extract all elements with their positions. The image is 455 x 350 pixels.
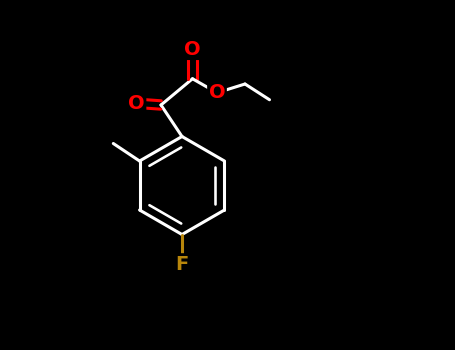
Text: O: O	[209, 83, 225, 102]
Text: O: O	[184, 40, 201, 58]
Text: O: O	[128, 94, 145, 113]
Text: F: F	[175, 255, 189, 274]
